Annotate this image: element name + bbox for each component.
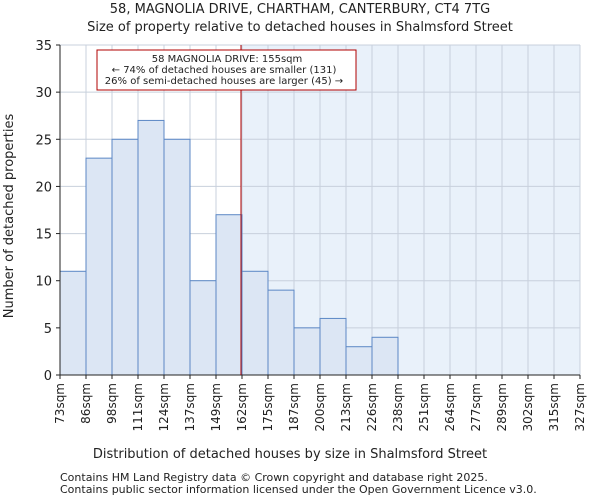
y-tick-label: 15 [35,228,52,243]
bar [189,280,217,376]
x-tick-label: 315sqm [547,383,561,431]
x-tick-label: 213sqm [339,383,353,431]
x-tick-label: 175sqm [261,383,275,431]
x-tick-label: 149sqm [209,383,223,431]
x-tick-label: 238sqm [391,383,405,431]
x-axis-label: Distribution of detached houses by size … [93,447,487,462]
x-tick-label: 277sqm [469,383,483,431]
x-tick-label: 86sqm [79,383,93,424]
x-tick-label: 111sqm [131,383,145,431]
bar [241,270,269,376]
y-tick-label: 5 [44,322,52,337]
bar [137,119,165,376]
x-tick-label: 302sqm [521,383,535,431]
x-tick-label: 162sqm [235,383,249,431]
bar [59,270,87,376]
bar [85,157,113,376]
x-tick-label: 226sqm [365,383,379,431]
y-tick-label: 0 [44,369,52,384]
annotation-line-3: 26% of semi-detached houses are larger (… [105,76,343,87]
bar [371,336,399,376]
footer-line-2: Contains public sector information licen… [60,483,537,496]
y-tick-label: 10 [35,275,52,290]
footer-line-1: Contains HM Land Registry data © Crown c… [60,471,488,484]
bar [163,138,191,376]
bar [111,138,139,376]
bar [293,327,321,376]
chart-title: 58, MAGNOLIA DRIVE, CHARTHAM, CANTERBURY… [110,2,490,17]
y-tick-label: 25 [35,133,52,148]
y-tick-label: 35 [35,39,52,54]
x-tick-label: 187sqm [287,383,301,431]
bar [267,289,295,376]
x-tick-label: 327sqm [573,383,587,431]
y-tick-label: 30 [35,86,52,101]
annotation-line-2: ← 74% of detached houses are smaller (13… [112,65,337,76]
x-tick-label: 124sqm [157,383,171,431]
bar [345,346,373,376]
bar [215,214,243,376]
larger-region [241,45,580,375]
annotation-line-1: 58 MAGNOLIA DRIVE: 155sqm [152,54,303,65]
x-tick-label: 251sqm [417,383,431,431]
y-axis-label: Number of detached properties [2,114,17,319]
chart-subtitle: Size of property relative to detached ho… [87,20,513,35]
y-tick-label: 20 [35,180,52,195]
x-tick-label: 137sqm [183,383,197,431]
marker-annotation: 58 MAGNOLIA DRIVE: 155sqm ← 74% of detac… [96,49,357,91]
x-tick-label: 264sqm [443,383,457,431]
x-tick-label: 98sqm [105,383,119,424]
x-tick-label: 289sqm [495,383,509,431]
annotation-box [96,49,357,91]
bar [319,317,347,376]
x-tick-label: 73sqm [53,383,67,424]
x-tick-label: 200sqm [313,383,327,431]
